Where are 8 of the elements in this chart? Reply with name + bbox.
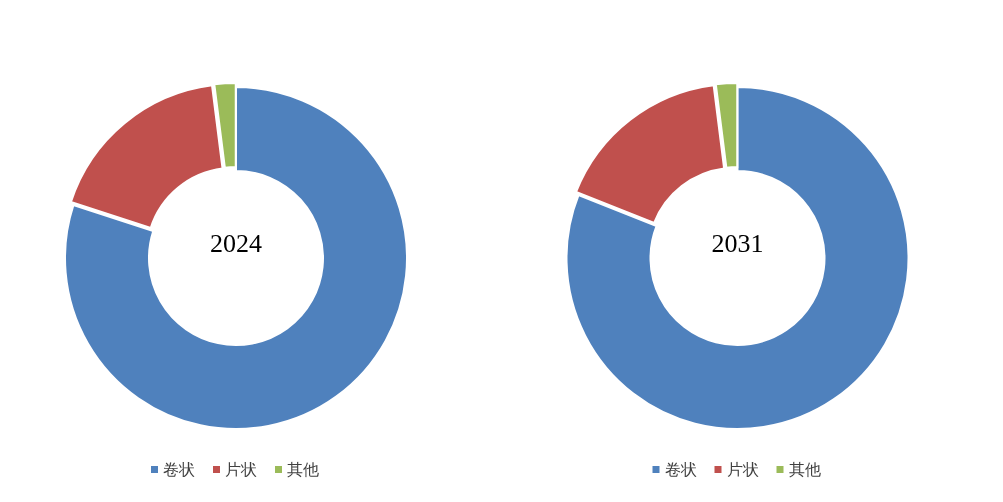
text: 2024 <box>210 228 262 258</box>
legend-label: 卷状 <box>163 459 195 479</box>
legend-label: 片状 <box>225 459 257 479</box>
legend-label: 其他 <box>788 459 821 479</box>
text: 2031 <box>711 228 764 258</box>
legend-label: 其他 <box>287 459 319 479</box>
legend-label: 卷状 <box>664 459 697 479</box>
legend-label: 片状 <box>726 459 759 479</box>
